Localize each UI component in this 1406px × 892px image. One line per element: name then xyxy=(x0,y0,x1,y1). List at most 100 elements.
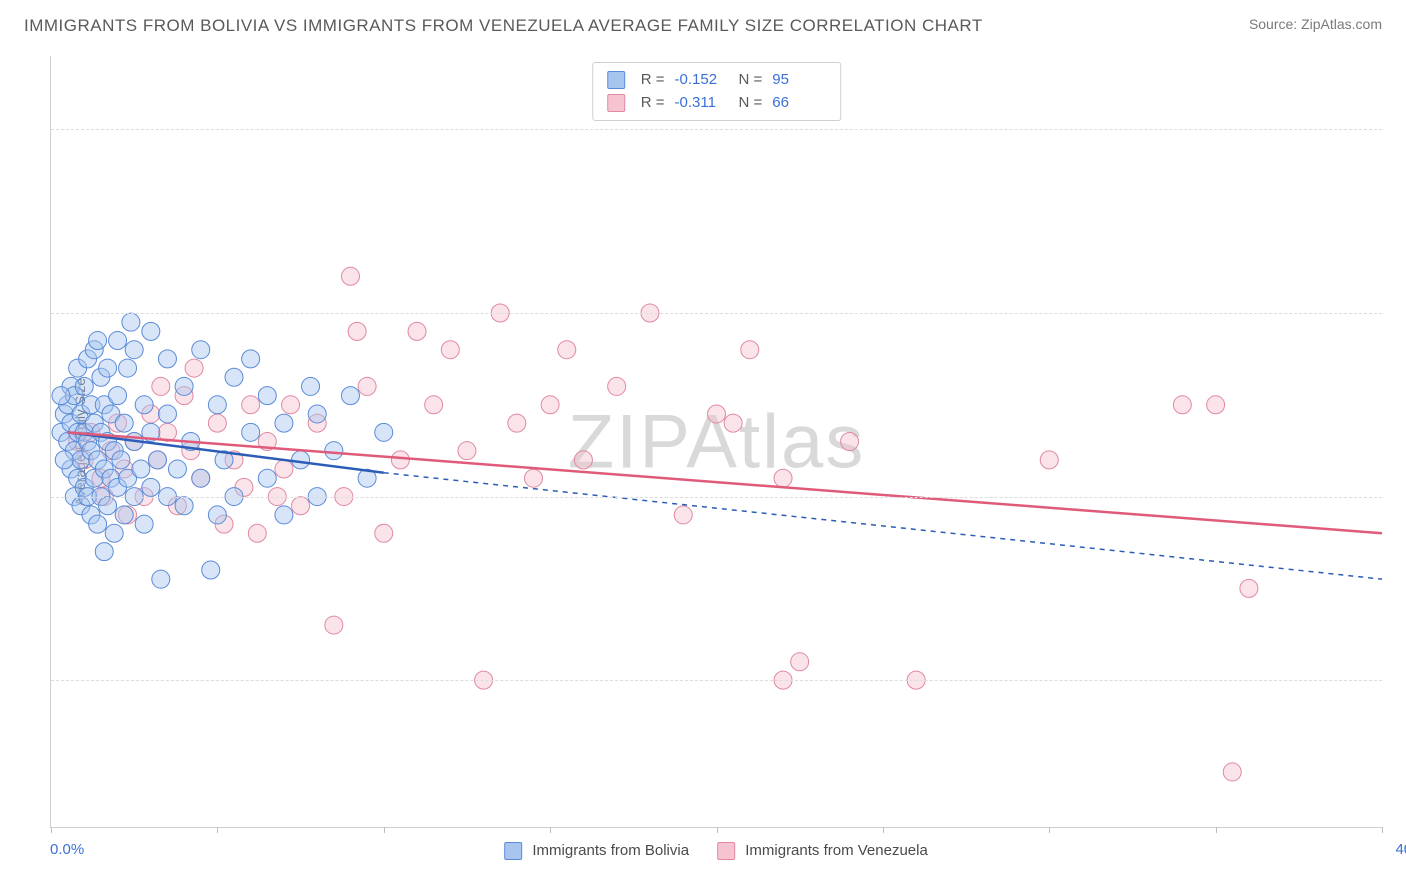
data-point xyxy=(115,506,133,524)
data-point xyxy=(1040,451,1058,469)
data-point xyxy=(408,322,426,340)
data-point xyxy=(105,524,123,542)
x-tick xyxy=(217,827,218,833)
data-point xyxy=(325,442,343,460)
data-point xyxy=(258,387,276,405)
data-point xyxy=(1240,579,1258,597)
series-legend: Immigrants from Bolivia Immigrants from … xyxy=(504,842,928,860)
correlation-legend-row: R = -0.311 N = 66 xyxy=(607,92,827,115)
data-point xyxy=(142,478,160,496)
data-point xyxy=(208,414,226,432)
data-point xyxy=(341,267,359,285)
x-tick xyxy=(717,827,718,833)
correlation-legend: R = -0.152 N = 95 R = -0.311 N = 66 xyxy=(592,62,842,121)
data-point xyxy=(75,377,93,395)
legend-swatch-bolivia-icon xyxy=(504,842,522,860)
x-tick xyxy=(1216,827,1217,833)
data-point xyxy=(541,396,559,414)
x-tick xyxy=(550,827,551,833)
x-tick xyxy=(51,827,52,833)
data-point xyxy=(99,359,117,377)
x-axis-max-label: 40.0% xyxy=(1395,841,1406,858)
data-point xyxy=(135,515,153,533)
legend-label: Immigrants from Venezuela xyxy=(745,842,928,859)
title-bar: IMMIGRANTS FROM BOLIVIA VS IMMIGRANTS FR… xyxy=(0,0,1406,44)
data-point xyxy=(192,341,210,359)
data-point xyxy=(1207,396,1225,414)
data-point xyxy=(89,515,107,533)
data-point xyxy=(109,332,127,350)
data-point xyxy=(275,414,293,432)
data-point xyxy=(132,460,150,478)
data-point xyxy=(175,377,193,395)
x-tick xyxy=(384,827,385,833)
legend-r-value: -0.311 xyxy=(675,92,729,115)
data-point xyxy=(202,561,220,579)
data-point xyxy=(524,469,542,487)
data-point xyxy=(122,313,140,331)
plot-area: Average Family Size ZIPAtlas R = -0.152 … xyxy=(50,56,1382,828)
legend-n-label: N = xyxy=(739,69,763,92)
data-point xyxy=(841,433,859,451)
legend-label: Immigrants from Bolivia xyxy=(532,842,689,859)
data-point xyxy=(774,469,792,487)
data-point xyxy=(508,414,526,432)
data-point xyxy=(119,359,137,377)
data-point xyxy=(282,396,300,414)
legend-item-bolivia: Immigrants from Bolivia xyxy=(504,842,689,860)
data-point xyxy=(152,570,170,588)
data-point xyxy=(258,469,276,487)
data-point xyxy=(175,497,193,515)
data-point xyxy=(325,616,343,634)
data-point xyxy=(158,350,176,368)
chart-title: IMMIGRANTS FROM BOLIVIA VS IMMIGRANTS FR… xyxy=(24,16,983,36)
trend-line-extrapolated xyxy=(384,473,1382,579)
chart-canvas: ZIPAtlas R = -0.152 N = 95 R = -0.311 N … xyxy=(50,56,1382,828)
data-point xyxy=(152,377,170,395)
data-point xyxy=(95,543,113,561)
data-point xyxy=(275,460,293,478)
legend-r-value: -0.152 xyxy=(675,69,729,92)
data-point xyxy=(89,332,107,350)
data-point xyxy=(441,341,459,359)
x-tick xyxy=(883,827,884,833)
legend-r-label: R = xyxy=(641,69,665,92)
data-point xyxy=(791,653,809,671)
chart-svg xyxy=(51,56,1382,827)
x-tick xyxy=(1049,827,1050,833)
data-point xyxy=(208,506,226,524)
legend-n-value: 66 xyxy=(772,92,826,115)
grid-line xyxy=(51,680,1382,681)
legend-swatch-venezuela-icon xyxy=(717,842,735,860)
data-point xyxy=(148,451,166,469)
data-point xyxy=(242,423,260,441)
data-point xyxy=(208,396,226,414)
data-point xyxy=(674,506,692,524)
data-point xyxy=(55,451,73,469)
legend-swatch-venezuela xyxy=(607,94,625,112)
legend-swatch-bolivia xyxy=(607,71,625,89)
grid-line xyxy=(51,497,1382,498)
data-point xyxy=(142,322,160,340)
data-point xyxy=(558,341,576,359)
x-axis-min-label: 0.0% xyxy=(50,841,84,858)
data-point xyxy=(375,524,393,542)
data-point xyxy=(275,506,293,524)
data-point xyxy=(125,341,143,359)
data-point xyxy=(1223,763,1241,781)
data-point xyxy=(168,460,186,478)
data-point xyxy=(225,368,243,386)
data-point xyxy=(192,469,210,487)
data-point xyxy=(708,405,726,423)
data-point xyxy=(1173,396,1191,414)
data-point xyxy=(458,442,476,460)
data-point xyxy=(248,524,266,542)
data-point xyxy=(242,396,260,414)
data-point xyxy=(112,451,130,469)
data-point xyxy=(608,377,626,395)
data-point xyxy=(109,387,127,405)
data-point xyxy=(135,396,153,414)
grid-line xyxy=(51,313,1382,314)
correlation-legend-row: R = -0.152 N = 95 xyxy=(607,69,827,92)
data-point xyxy=(52,387,70,405)
